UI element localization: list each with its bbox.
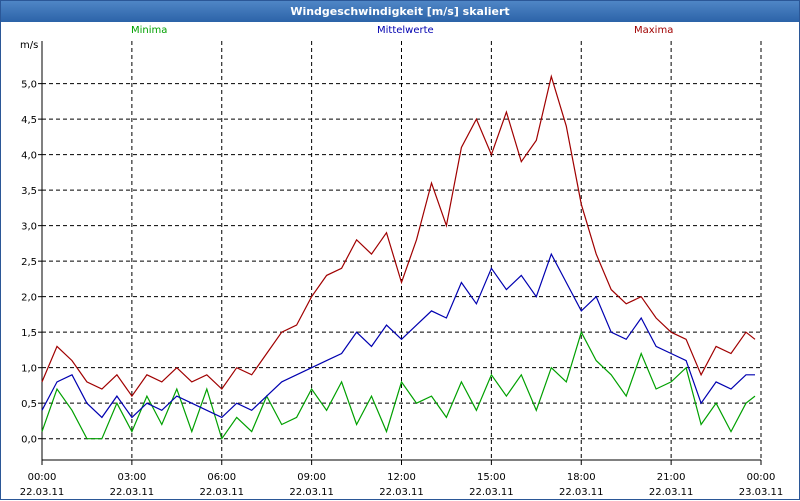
x-tick-time: 15:00 [477,472,506,483]
x-tick-time: 18:00 [567,472,596,483]
legend-maxima: Maxima [634,25,674,36]
x-tick-time: 00:00 [747,472,776,483]
y-axis-unit: m/s [20,40,39,51]
y-tick-label: 3,5 [21,186,37,197]
y-tick-label: 4,0 [21,151,37,162]
y-tick-label: 3,0 [21,222,37,233]
y-tick-label: 2,5 [21,257,37,268]
x-tick-date: 23.03.11 [739,487,784,498]
x-tick-time: 21:00 [657,472,686,483]
x-tick-date: 22.03.11 [199,487,244,498]
y-tick-label: 1,0 [21,364,37,375]
x-tick-date: 22.03.11 [469,487,514,498]
series-line-mittelwerte [41,252,755,419]
x-tick-time: 09:00 [297,472,326,483]
y-tick-label: 0,5 [21,399,37,410]
x-tick-time: 03:00 [117,472,146,483]
window-title: Windgeschwindigkeit [m/s] skaliert [1,1,799,22]
series-line-maxima [41,74,756,398]
y-tick-label: 4,5 [21,115,37,126]
legend-minima: Minima [131,25,168,36]
y-tick-label: 1,5 [21,328,37,339]
y-tick-label: 0,0 [21,435,37,446]
series-line-minima [41,330,756,441]
y-tick-label: 2,0 [21,293,37,304]
x-tick-date: 22.03.11 [20,487,65,498]
x-tick-date: 22.03.11 [110,487,155,498]
x-tick-date: 22.03.11 [559,487,604,498]
x-tick-time: 00:00 [28,472,57,483]
legend-mittelwerte: Mittelwerte [377,25,434,36]
x-tick-date: 22.03.11 [379,487,424,498]
x-tick-date: 22.03.11 [289,487,334,498]
x-tick-time: 12:00 [387,472,416,483]
x-tick-time: 06:00 [207,472,236,483]
x-tick-date: 22.03.11 [649,487,694,498]
y-tick-label: 5,0 [21,80,37,91]
